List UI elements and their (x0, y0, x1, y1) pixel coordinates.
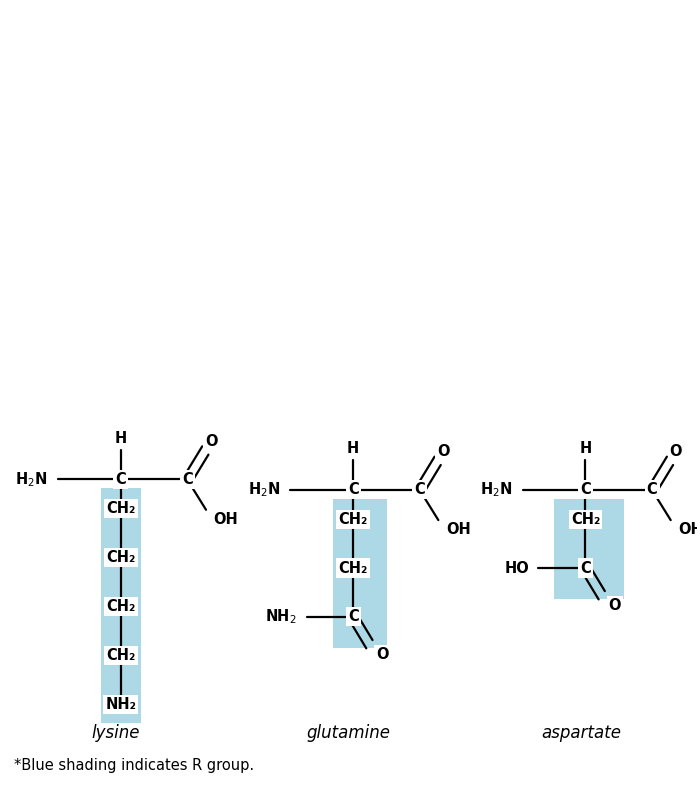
Text: C: C (647, 483, 657, 498)
Text: C: C (580, 483, 591, 498)
Text: CH₂: CH₂ (571, 512, 600, 527)
Text: aspartate: aspartate (541, 724, 621, 742)
Text: C: C (348, 483, 358, 498)
Text: C: C (116, 472, 126, 487)
Text: H: H (115, 431, 127, 446)
Text: H$_2$N: H$_2$N (247, 480, 280, 499)
Text: glutamine: glutamine (307, 724, 390, 742)
Text: CH₂: CH₂ (106, 550, 135, 565)
Text: NH₂: NH₂ (105, 697, 137, 712)
Text: CH₂: CH₂ (339, 512, 368, 527)
Text: O: O (205, 434, 217, 449)
Text: CH₂: CH₂ (106, 599, 135, 614)
Text: C: C (348, 483, 358, 498)
Text: H$_2$N: H$_2$N (480, 480, 512, 499)
Text: H: H (347, 441, 359, 456)
Text: CH₂: CH₂ (106, 648, 135, 663)
Text: OH: OH (213, 512, 238, 527)
Text: Some Amino Acids and Their Structures: Some Amino Acids and Their Structures (108, 20, 589, 39)
FancyBboxPatch shape (554, 498, 624, 599)
Text: O: O (376, 648, 389, 663)
Text: H: H (579, 441, 592, 456)
Text: *Blue shading indicates R group.: *Blue shading indicates R group. (14, 758, 254, 773)
Text: C: C (116, 472, 126, 487)
Text: H$_2$N: H$_2$N (15, 470, 47, 489)
Text: O: O (670, 444, 682, 459)
FancyBboxPatch shape (101, 488, 141, 723)
Text: HO: HO (505, 560, 529, 575)
Text: OH: OH (678, 522, 697, 537)
Text: C: C (415, 483, 425, 498)
Text: CH₂: CH₂ (339, 560, 368, 575)
FancyBboxPatch shape (333, 498, 387, 648)
Text: C: C (182, 472, 193, 487)
Text: C: C (580, 483, 591, 498)
Text: O: O (608, 598, 621, 613)
Text: C: C (580, 560, 591, 575)
Text: O: O (437, 444, 450, 459)
Text: OH: OH (446, 522, 470, 537)
Text: CH₂: CH₂ (106, 501, 135, 516)
Text: C: C (348, 609, 358, 624)
Text: lysine: lysine (92, 724, 140, 742)
Text: NH$_2$: NH$_2$ (265, 608, 297, 626)
